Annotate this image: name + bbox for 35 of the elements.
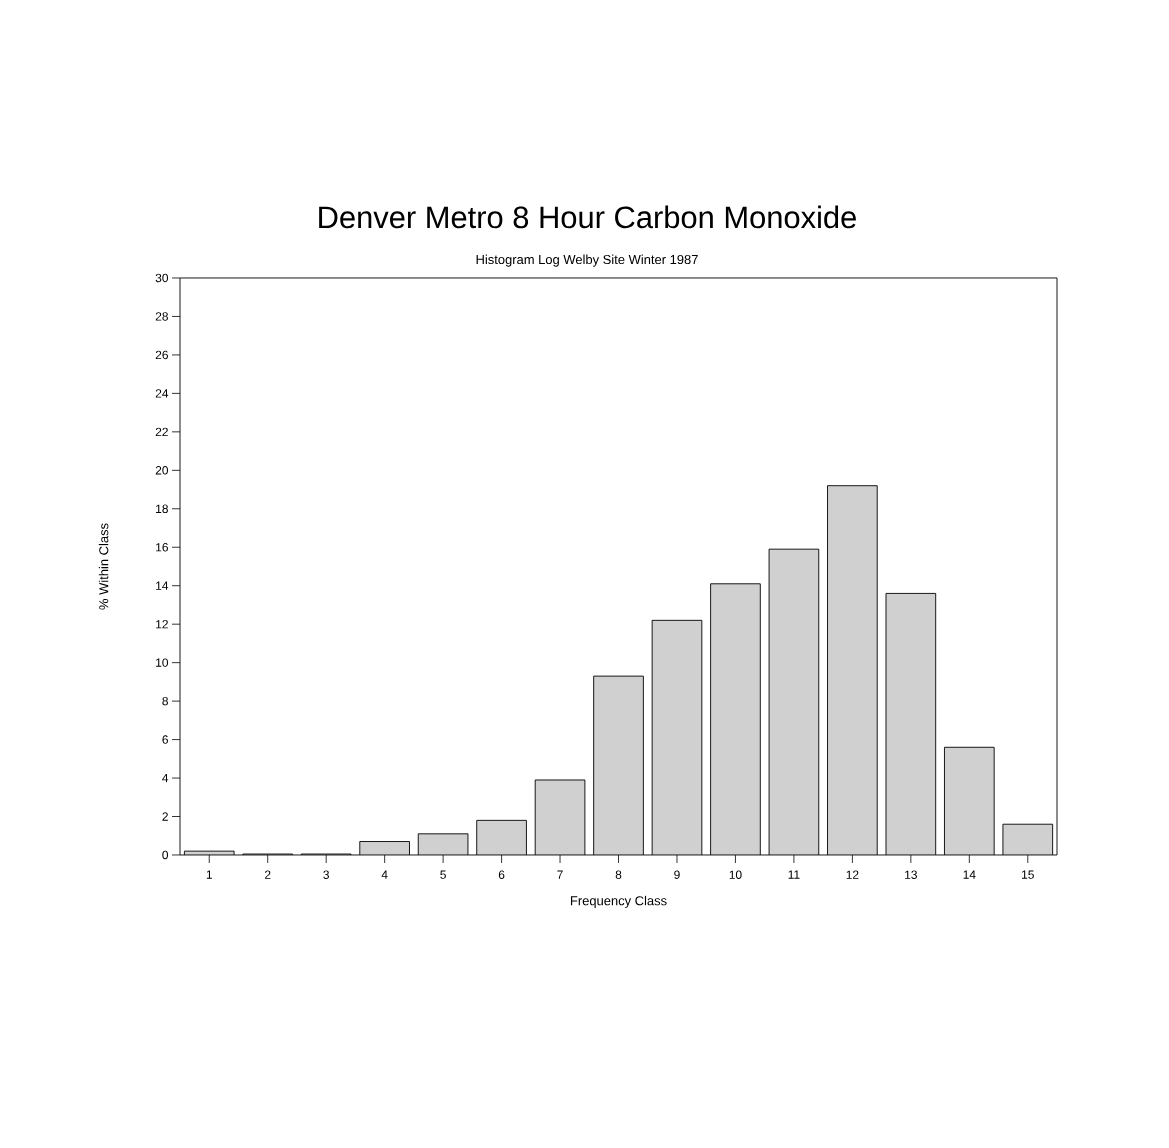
chart-title: Denver Metro 8 Hour Carbon Monoxide (319, 205, 856, 229)
x-tick-label: 3 (323, 870, 329, 879)
x-tick-label: 15 (1022, 870, 1034, 879)
y-tick-label: 4 (162, 773, 169, 783)
y-tick-label: 10 (156, 658, 169, 667)
x-axis-title: Frequency Class (570, 895, 667, 908)
y-tick-label: 16 (156, 543, 168, 552)
x-tick-label: 13 (905, 870, 917, 879)
y-tick-label: 0 (162, 850, 169, 860)
y-tick-label: 6 (162, 735, 168, 744)
x-tick-label: 4 (381, 870, 388, 879)
y-tick-label: 2 (162, 812, 168, 821)
x-tick-label: 7 (557, 870, 563, 879)
x-tick-label: 8 (615, 870, 622, 879)
y-axis-title: % Within Class (98, 523, 109, 610)
y-tick-label: 18 (156, 504, 168, 513)
y-tick-label: 14 (156, 581, 169, 590)
x-tick-label: 5 (440, 870, 446, 879)
y-tick-label: 8 (162, 696, 168, 706)
x-tick-label: 1 (206, 870, 212, 879)
x-tick-label: 2 (264, 870, 271, 879)
y-tick-label: 20 (155, 466, 169, 475)
y-tick-label: 24 (155, 389, 169, 398)
x-tick-label: 12 (846, 870, 859, 879)
y-tick-label: 22 (155, 427, 168, 437)
y-tick-label: 28 (155, 312, 168, 321)
x-tick-label: 10 (729, 870, 742, 879)
y-tick-label: 26 (155, 350, 168, 360)
y-tick-label: 12 (156, 620, 168, 629)
x-tick-label: 6 (498, 870, 505, 879)
x-tick-label: 11 (788, 870, 800, 879)
x-tick-label: 14 (963, 870, 976, 879)
y-tick-label: 30 (155, 273, 169, 283)
x-tick-label: 9 (674, 870, 680, 879)
chart-subtitle: Histogram Log Welby Site Winter 1987 (476, 254, 698, 267)
